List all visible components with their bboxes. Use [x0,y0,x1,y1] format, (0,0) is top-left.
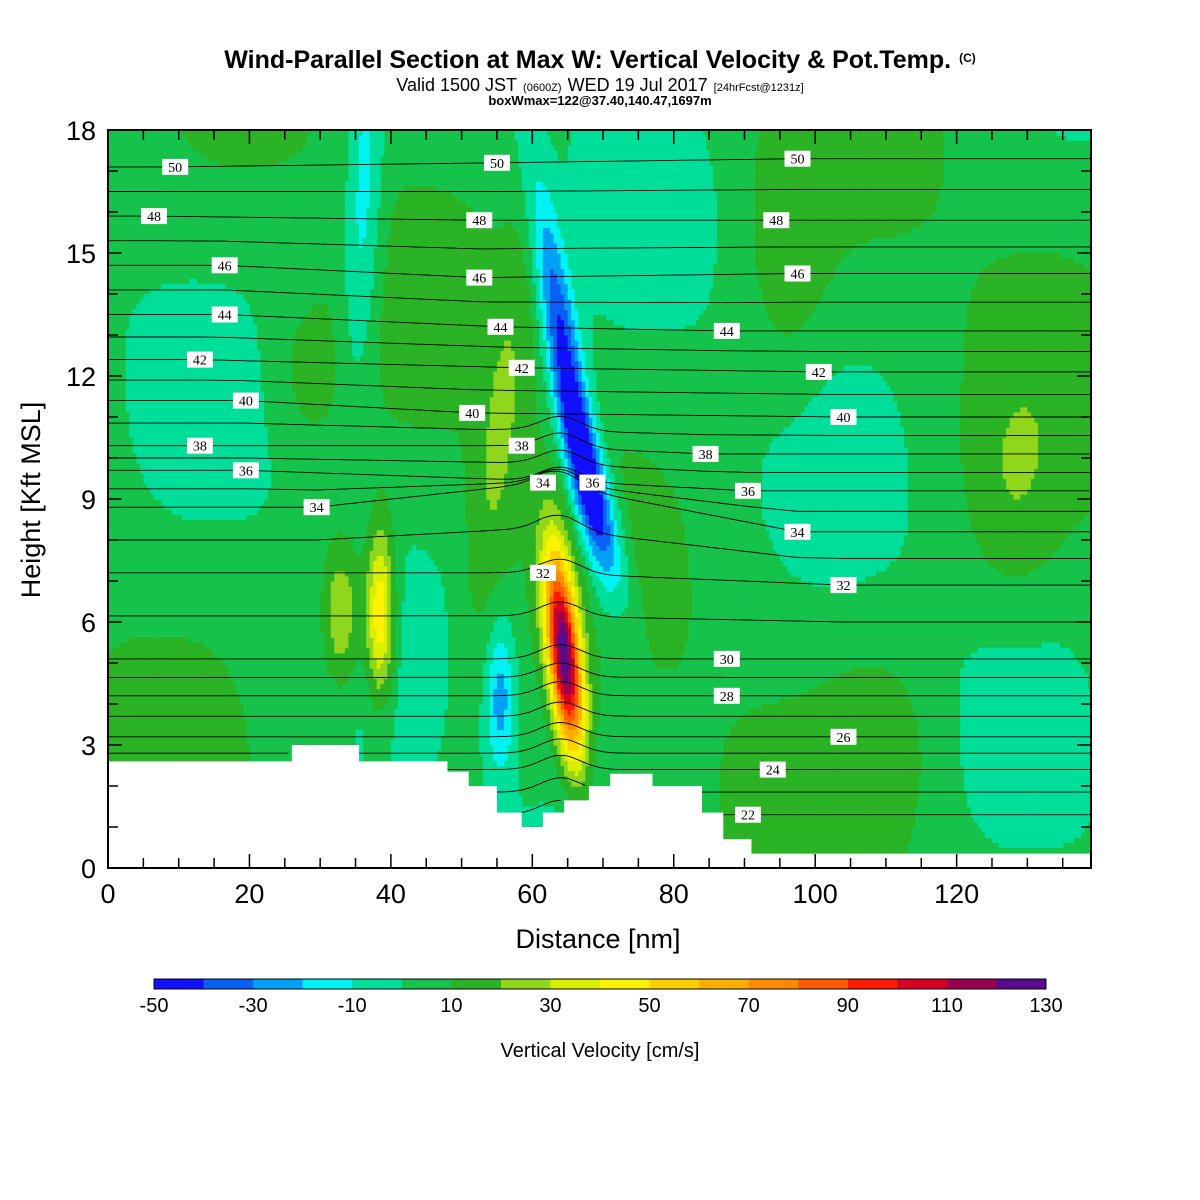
theta-label: 48 [466,212,493,229]
colorbar-swatch [699,979,750,989]
colorbar-swatch [897,979,948,989]
colorbar-tick-label: -10 [338,995,367,1017]
theta-label: 34 [784,523,811,541]
box-wmax-note: boxWmax=122@37.40,140.47,1697m [488,93,711,108]
x-tick-label: 80 [659,879,689,909]
colorbar-tick-label: -50 [140,995,169,1017]
theta-label: 38 [508,437,535,455]
theta-label: 28 [713,687,740,705]
colorbar-tick-label: 10 [440,995,462,1017]
theta-label: 44 [713,322,740,340]
x-tick-label: 40 [376,879,406,909]
chart-subtitle: Valid 1500 JST (0600Z) WED 19 Jul 2017 [24h… [396,75,803,95]
colorbar-swatch [847,979,898,989]
colorbar-swatch [996,979,1047,989]
theta-label: 36 [735,482,762,500]
colorbar-tick-label: 30 [539,995,561,1017]
plot-area: 50 48 46 44 42 40 38 36 34 50 48 46 44 42 40 38 34 36 32 50… [108,130,1091,868]
theta-label: 40 [459,404,486,422]
colorbar-swatch [401,979,452,989]
x-tick-label: 100 [793,879,838,909]
x-tick-label: 20 [234,879,264,909]
x-axis-label: Distance [nm] [515,924,680,954]
colorbar-tick-label: 110 [931,995,963,1017]
x-tick-label: 120 [934,879,979,909]
colorbar-swatch [500,979,551,989]
theta-label: 46 [784,265,811,283]
y-tick-label: 3 [81,731,96,761]
theta-label: 44 [487,318,514,336]
theta-label: 30 [713,650,740,668]
colorbar-swatch [203,979,254,989]
colorbar-swatch [253,979,304,989]
colorbar-swatch [451,979,502,989]
theta-label: 50 [162,158,189,176]
theta-label: 38 [186,437,213,455]
theta-label: 48 [140,208,167,225]
y-tick-label: 15 [66,239,96,269]
colorbar-swatch [302,979,353,989]
theta-label: 32 [529,564,556,582]
theta-label: 40 [232,392,259,410]
colorbar-label: Vertical Velocity [cm/s] [501,1040,700,1062]
y-tick-label: 12 [66,362,96,392]
y-tick-label: 18 [66,116,96,146]
theta-label: 48 [763,212,790,229]
colorbar-tick-label: 90 [837,995,859,1017]
colorbar-swatch [600,979,651,989]
colorbar-tick-label: 70 [738,995,760,1017]
colorbar-tick-label: 130 [1029,995,1062,1017]
y-tick-label: 6 [81,608,96,638]
theta-label: 34 [303,499,330,516]
theta-label: 50 [483,154,510,172]
colorbar-swatch [550,979,601,989]
theta-label: 42 [508,359,535,377]
theta-contours [108,158,1091,816]
theta-label: 40 [830,409,857,426]
colorbar-swatch [946,979,997,989]
theta-label: 26 [830,728,857,746]
theta-label: 22 [735,806,762,824]
theta-label: 44 [211,306,238,324]
colorbar-tick-label: 50 [638,995,660,1017]
theta-label: 38 [692,445,719,463]
colorbar-swatch [352,979,403,989]
colorbar-swatch [649,979,700,989]
theta-label: 50 [784,150,811,168]
theta-label: 36 [232,462,259,479]
theta-label: 46 [466,269,493,287]
x-tick-label: 60 [517,879,547,909]
terrain [108,745,1091,868]
y-axis-label: Height [Kft MSL] [16,402,46,599]
colorbar: -50 -30 -10 10 30 50 70 90 110 130 [140,978,1063,1017]
theta-label: 36 [579,474,606,492]
y-tick-label: 0 [81,854,96,884]
y-tick-label: 9 [81,485,96,515]
colorbar-swatch [154,979,205,989]
theta-label: 32 [830,577,857,594]
x-tick-label: 0 [100,879,115,909]
theta-label: 34 [529,474,556,492]
colorbar-tick-label: -30 [239,995,268,1017]
theta-label: 46 [211,257,238,274]
theta-contour-labels: 50 48 46 44 42 40 38 36 34 50 48 46 44 42 40 38 34 36 32 50… [140,150,857,824]
theta-label: 42 [805,363,832,381]
colorbar-swatch [798,979,849,989]
theta-label: 42 [186,351,213,369]
theta-label: 24 [759,761,786,779]
chart-title: Wind-Parallel Section at Max W: Vertical… [224,46,976,74]
colorbar-swatch [748,979,799,989]
